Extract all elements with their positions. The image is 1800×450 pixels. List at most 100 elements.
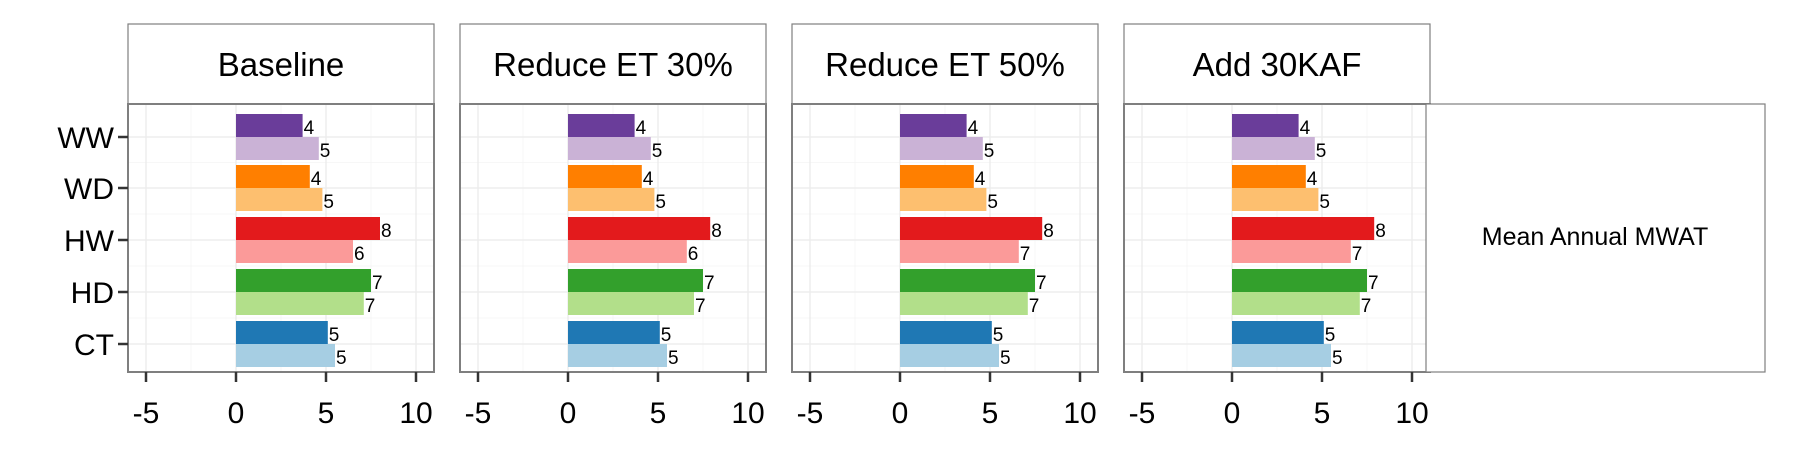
bar-value-label: 7 [1361, 296, 1372, 317]
bar-wd-1 [1232, 165, 1306, 188]
bar-value-label: 4 [311, 169, 322, 190]
x-tick-label: 10 [1395, 397, 1428, 430]
side-strip: Mean Annual MWAT [1425, 103, 1766, 373]
bar-ww-1 [900, 114, 967, 137]
y-tick-label: CT [74, 329, 114, 362]
bar-ww-2 [900, 137, 983, 160]
x-tick-label: 5 [318, 397, 335, 430]
x-tick-label: -5 [465, 397, 492, 430]
x-tick-label: 10 [1063, 397, 1096, 430]
facet-title: Reduce ET 30% [493, 46, 733, 83]
facet-strip [1123, 23, 1431, 105]
x-tick-label: 0 [892, 397, 909, 430]
bar-wd-1 [568, 165, 642, 188]
bar-value-label: 7 [1020, 244, 1031, 265]
bar-value-label: 8 [1043, 221, 1054, 242]
facet-strip [459, 23, 767, 105]
bar-hd-1 [568, 269, 703, 292]
bar-wd-1 [236, 165, 310, 188]
bar-ct-2 [1232, 344, 1331, 367]
x-tick-label: 10 [399, 397, 432, 430]
bar-value-label: 7 [1029, 296, 1040, 317]
bar-value-label: 5 [336, 348, 347, 369]
bar-value-label: 6 [354, 244, 365, 265]
facet-title: Reduce ET 50% [825, 46, 1065, 83]
bar-ct-2 [236, 344, 335, 367]
bar-hw-2 [900, 240, 1019, 263]
panel-frame [791, 103, 1099, 373]
x-tick-label: 5 [650, 397, 667, 430]
bar-ct-1 [236, 321, 328, 344]
bar-hw-1 [236, 217, 380, 240]
bar-ww-1 [568, 114, 635, 137]
x-tick-label: 0 [1224, 397, 1241, 430]
x-tick-label: -5 [1129, 397, 1156, 430]
bar-hw-2 [236, 240, 353, 263]
bar-value-label: 5 [320, 141, 331, 162]
bar-value-label: 7 [704, 273, 715, 294]
bar-value-label: 5 [1319, 192, 1330, 213]
bar-value-label: 7 [372, 273, 383, 294]
bar-value-label: 4 [643, 169, 654, 190]
bar-value-label: 8 [711, 221, 722, 242]
bar-ww-1 [236, 114, 303, 137]
bar-ct-1 [568, 321, 660, 344]
x-tick-label: 0 [228, 397, 245, 430]
bar-wd-2 [568, 188, 655, 211]
bar-value-label: 4 [975, 169, 986, 190]
bar-hd-2 [568, 292, 694, 315]
bar-value-label: 7 [1036, 273, 1047, 294]
bar-hd-1 [236, 269, 371, 292]
bar-ct-2 [900, 344, 999, 367]
bar-value-label: 5 [329, 325, 340, 346]
bar-value-label: 7 [1352, 244, 1363, 265]
bar-ww-2 [236, 137, 319, 160]
bar-hd-1 [1232, 269, 1367, 292]
x-tick-label: -5 [797, 397, 824, 430]
bar-value-label: 7 [695, 296, 706, 317]
bar-value-label: 4 [636, 118, 647, 139]
bar-value-label: 4 [1307, 169, 1318, 190]
bar-value-label: 8 [381, 221, 392, 242]
x-tick-label: 5 [1314, 397, 1331, 430]
bar-value-label: 5 [661, 325, 672, 346]
bar-ct-1 [1232, 321, 1324, 344]
panel-frame [127, 103, 435, 373]
bar-hw-1 [900, 217, 1043, 240]
facet-title: Baseline [218, 46, 345, 83]
bar-value-label: 4 [304, 118, 315, 139]
facet-strip [127, 23, 435, 105]
y-axis: WW WD HW HD CT [57, 122, 128, 362]
bar-hw-1 [1232, 217, 1375, 240]
x-tick-label: 5 [982, 397, 999, 430]
bar-value-label: 5 [987, 192, 998, 213]
bar-value-label: 5 [993, 325, 1004, 346]
bar-value-label: 5 [1332, 348, 1343, 369]
bar-value-label: 4 [1300, 118, 1311, 139]
side-strip-label: Mean Annual MWAT [1482, 223, 1708, 251]
bar-value-label: 5 [1000, 348, 1011, 369]
y-tick-label: HD [71, 277, 114, 310]
y-tick-label: HW [64, 225, 115, 258]
y-tick-label: WW [57, 122, 114, 155]
facet-title: Add 30KAF [1193, 46, 1362, 83]
bar-wd-2 [900, 188, 987, 211]
bar-value-label: 5 [1316, 141, 1327, 162]
bar-value-label: 5 [323, 192, 334, 213]
bar-value-label: 5 [655, 192, 666, 213]
bar-hd-2 [236, 292, 364, 315]
bar-wd-2 [1232, 188, 1319, 211]
bar-ct-2 [568, 344, 667, 367]
bar-ct-1 [900, 321, 992, 344]
side-strip-background [1425, 103, 1766, 373]
bar-hw-2 [1232, 240, 1351, 263]
bar-value-label: 5 [668, 348, 679, 369]
bar-hw-1 [568, 217, 711, 240]
bar-ww-1 [1232, 114, 1299, 137]
